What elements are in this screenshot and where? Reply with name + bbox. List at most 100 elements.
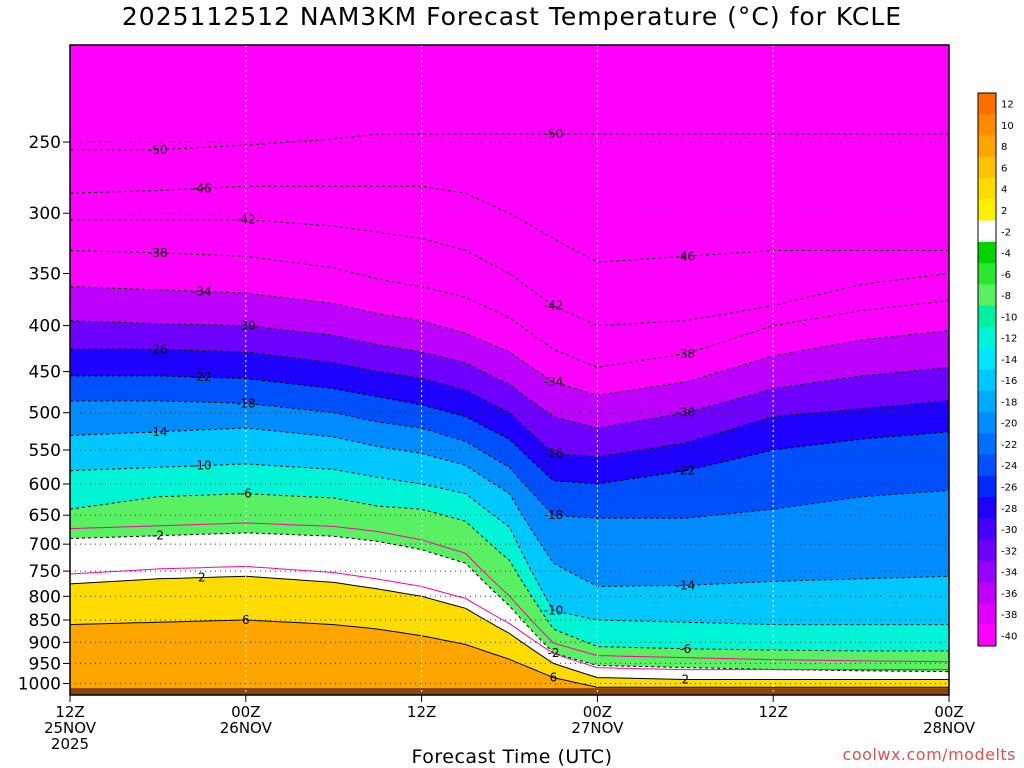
y-tick-label: 250 — [29, 133, 61, 153]
colorbar-swatch — [978, 412, 996, 434]
x-tick-label: 00Z — [934, 703, 963, 721]
colorbar-label: -34 — [1001, 568, 1017, 579]
colorbar-label: -10 — [1001, 312, 1017, 323]
colorbar-swatch — [978, 390, 996, 413]
isotherm-label: -10 — [544, 604, 564, 618]
y-tick-label: 950 — [29, 654, 61, 674]
isotherm-label: -6 — [679, 642, 691, 656]
isotherm-label: -18 — [544, 508, 564, 522]
x-tick-label: 00Z — [583, 703, 612, 721]
isotherm-line — [70, 375, 949, 485]
isotherm-label: -10 — [192, 459, 212, 473]
y-tick-label: 650 — [29, 506, 61, 526]
colorbar-swatch — [978, 348, 996, 370]
colorbar-swatch — [978, 518, 996, 541]
isotherm-label: -2 — [152, 529, 164, 543]
isotherm-label: -46 — [192, 181, 212, 195]
isotherm-label: -42 — [544, 299, 564, 313]
colorbar-label: -30 — [1001, 525, 1017, 536]
colorbar-swatch — [978, 539, 996, 562]
colorbar-swatch — [978, 178, 996, 200]
colorbar-swatch — [978, 603, 996, 626]
isotherm-label: -26 — [544, 447, 564, 461]
isotherm-line — [70, 493, 949, 652]
colorbar-label: -40 — [1001, 631, 1017, 642]
isotherm-label: 2 — [681, 673, 689, 687]
colorbar-swatch — [978, 305, 996, 328]
colorbar-swatch — [978, 135, 996, 158]
x-tick-label: 26NOV — [220, 719, 273, 737]
colorbar-label: 2 — [1001, 206, 1007, 217]
isotherm-label: -18 — [236, 396, 256, 410]
isotherm-label: -50 — [148, 143, 168, 157]
isotherm-line — [70, 619, 949, 688]
plot-area — [70, 45, 949, 695]
colorbar-swatch — [978, 582, 996, 604]
isotherm-label: -14 — [148, 425, 168, 439]
colorbar-label: -24 — [1001, 461, 1017, 472]
isotherm-label: 6 — [242, 613, 250, 627]
x-tick-label: 27NOV — [571, 719, 624, 737]
isotherm-line — [70, 575, 949, 680]
isotherm-label: -22 — [192, 370, 212, 384]
x-axis-title: Forecast Time (UTC) — [411, 746, 613, 768]
freezing-line — [70, 522, 949, 663]
isotherm-label: -38 — [148, 246, 168, 260]
y-tick-label: 1000 — [18, 674, 61, 694]
plot-frame — [69, 44, 950, 696]
colorbar-swatch — [978, 284, 996, 307]
x-tick-label: 12Z — [759, 703, 788, 721]
colorbar-swatch — [978, 199, 996, 222]
colorbar-swatch — [978, 624, 996, 647]
colorbar-swatch — [978, 156, 996, 179]
x-tick-label: 28NOV — [923, 719, 976, 737]
colorbar-label: -36 — [1001, 589, 1017, 600]
colorbar-swatch — [978, 114, 996, 137]
watermark-link[interactable]: coolwx.com/modelts — [842, 745, 1016, 764]
colorbar-label: -12 — [1001, 334, 1017, 345]
colorbar-label: 12 — [1001, 100, 1014, 111]
isotherm-line — [70, 427, 949, 587]
colorbar-label: -14 — [1001, 355, 1017, 366]
isotherm-labels: -50-50-46-46-42-42-38-38-34-34-30-30-26-… — [148, 127, 695, 686]
page-title: 2025112512 NAM3KM Forecast Temperature (… — [121, 2, 903, 31]
y-tick-label: 550 — [29, 441, 61, 461]
y-tick-label: 400 — [29, 317, 61, 337]
colorbar-swatch — [978, 93, 996, 115]
isotherm-label: 6 — [550, 671, 558, 685]
y-tick-label: 900 — [29, 633, 61, 653]
colorbar-swatch — [978, 433, 996, 456]
colorbar-swatch — [978, 454, 996, 477]
freezing-line — [70, 565, 949, 671]
colorbar-label: -32 — [1001, 546, 1017, 557]
y-tick-label: 700 — [29, 535, 61, 555]
y-tick-label: 850 — [29, 611, 61, 631]
isotherm-line — [70, 250, 949, 368]
isotherm-label: -34 — [192, 284, 212, 298]
colorbar-label: -4 — [1001, 249, 1011, 260]
x-tick-label: 00Z — [231, 703, 260, 721]
colorbar-label: 6 — [1001, 163, 1007, 174]
colorbar-label: -28 — [1001, 504, 1017, 515]
colorbar-label: -16 — [1001, 376, 1017, 387]
isotherm-label: -46 — [675, 249, 695, 263]
colorbar-label: 10 — [1001, 121, 1014, 132]
y-tick-label: 800 — [29, 587, 61, 607]
isotherm-line — [70, 463, 949, 626]
isotherm-line — [70, 400, 949, 519]
colorbar-label: -26 — [1001, 483, 1017, 494]
isotherm-label: -14 — [675, 578, 695, 592]
y-tick-label: 300 — [29, 204, 61, 224]
isotherm-line — [70, 185, 949, 263]
y-tick-label: 750 — [29, 562, 61, 582]
isotherm-line — [70, 348, 949, 458]
colorbar-frame — [977, 92, 997, 647]
isotherm-label: -50 — [544, 127, 564, 141]
colorbar-label: 4 — [1001, 185, 1007, 196]
colorbar-label: -6 — [1001, 270, 1011, 281]
x-tick-label: 25NOV — [44, 719, 97, 737]
isotherm-line — [70, 133, 949, 151]
colorbar-swatch — [978, 263, 996, 285]
y-tick-label: 450 — [29, 363, 61, 383]
